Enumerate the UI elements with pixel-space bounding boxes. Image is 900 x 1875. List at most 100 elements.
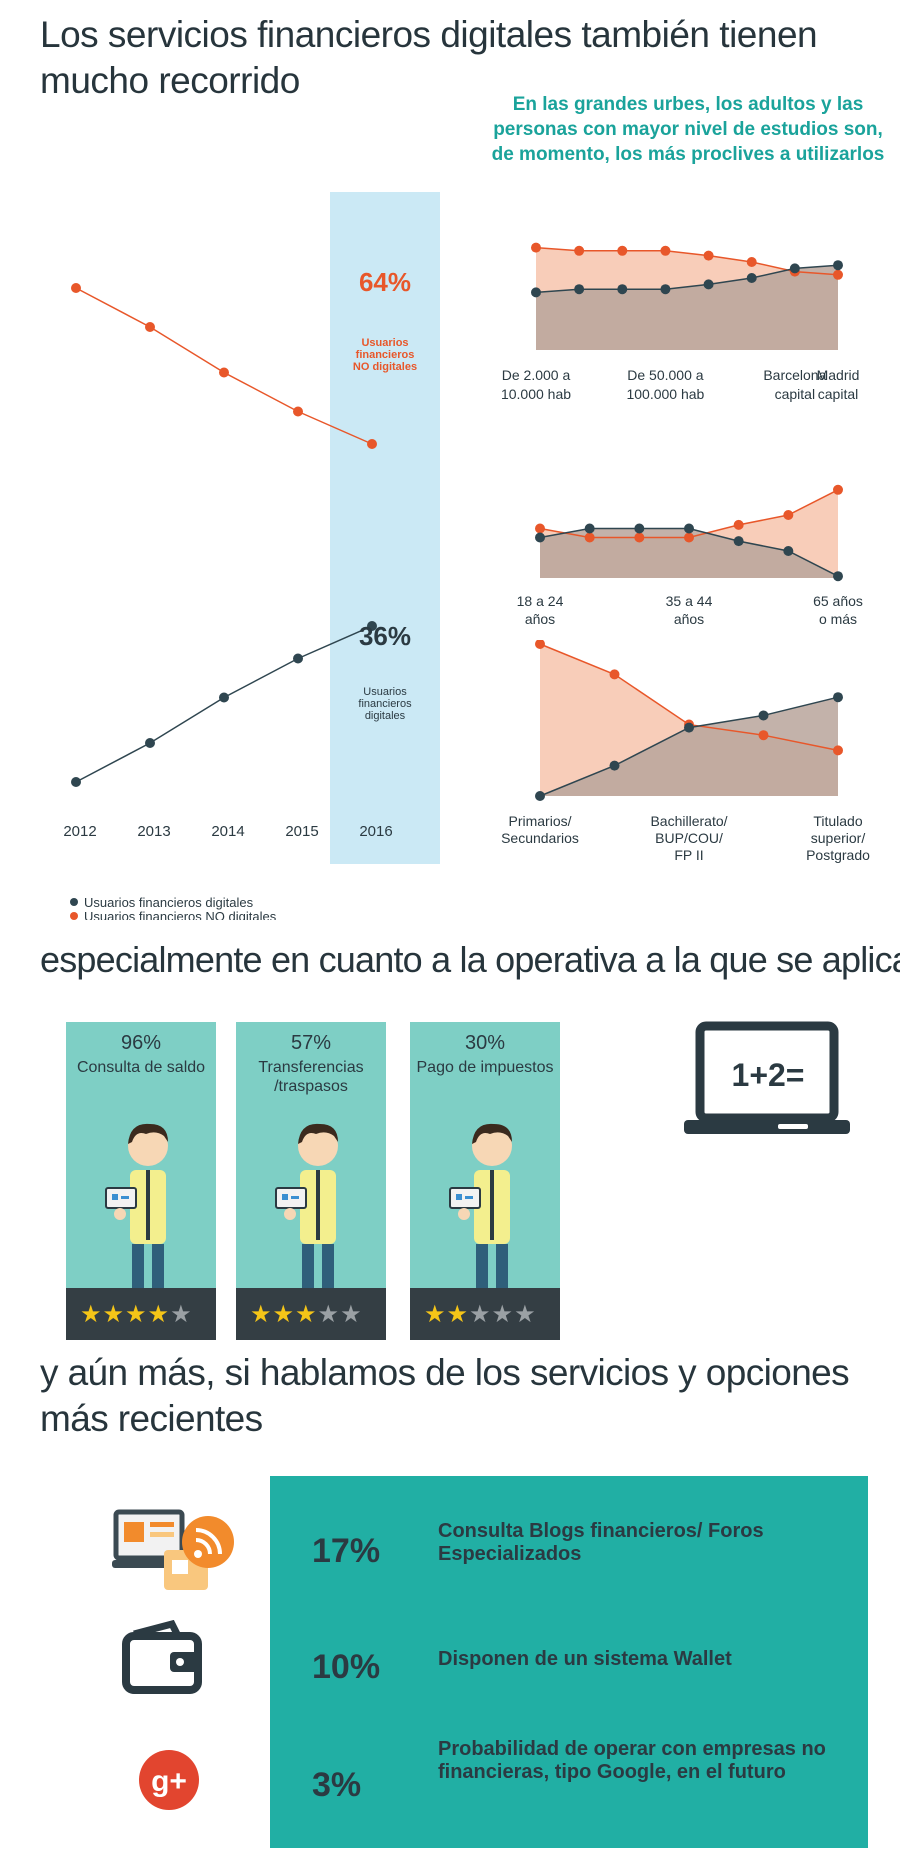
section3-title: y aún más, si hablamos de los servicios …	[40, 1352, 850, 1439]
x-tick-label: o más	[819, 611, 857, 627]
x-tick-label: años	[525, 611, 555, 627]
point-digital	[833, 260, 843, 271]
star-rating: ★★★★★	[80, 1300, 193, 1329]
rating-bar: ★★★★★	[236, 1288, 386, 1340]
x-tick-label: Secundarios	[501, 830, 579, 846]
page-title: Los servicios financieros digitales tamb…	[40, 14, 818, 101]
point-non-digital	[584, 532, 595, 543]
point-digital	[660, 284, 671, 295]
x-tick-label: Bachillerato/	[650, 813, 727, 829]
point-non-digital	[833, 745, 843, 756]
point-non-digital	[609, 669, 620, 680]
x-tick-label: 65 años	[813, 593, 863, 609]
stat-text: Disponen de un sistema Wallet	[438, 1648, 732, 1670]
star-filled-icon: ★	[80, 1301, 103, 1328]
x-tick-label: 2013	[137, 823, 170, 840]
point-digital	[617, 284, 628, 295]
x-tick-label: 10.000 hab	[501, 386, 571, 402]
card-percent: 57%	[290, 1032, 332, 1054]
star-rating: ★★★★★	[424, 1300, 537, 1329]
star-empty-icon: ★	[469, 1301, 492, 1328]
point-digital	[293, 653, 303, 664]
person-illustration	[105, 1123, 168, 1300]
point-non-digital	[783, 510, 794, 520]
point-non-digital	[71, 283, 81, 293]
point-non-digital	[574, 245, 585, 256]
point-non-digital	[833, 269, 843, 280]
stat-pct: 3%	[312, 1766, 362, 1804]
operation-card: 30% Pago de impuestos ★★★★★	[410, 1022, 560, 1340]
legend-marker	[70, 898, 78, 906]
highlight-band-2016	[330, 192, 440, 864]
star-empty-icon: ★	[170, 1301, 193, 1328]
x-tick-label: Titulado	[813, 813, 863, 829]
stat-pct: 17%	[312, 1532, 381, 1570]
star-filled-icon: ★	[250, 1301, 273, 1328]
legend-marker	[70, 912, 78, 920]
stat-text: Consulta Blogs financieros/ Foros Especi…	[438, 1520, 764, 1565]
series-line-non-digital	[75, 287, 373, 445]
point-digital	[609, 760, 620, 771]
star-filled-icon: ★	[295, 1301, 318, 1328]
star-empty-icon: ★	[491, 1301, 515, 1328]
point-digital	[535, 532, 545, 543]
point-non-digital	[758, 730, 769, 741]
point-digital	[746, 273, 757, 283]
point-non-digital	[367, 439, 377, 449]
point-non-digital	[535, 640, 545, 649]
point-digital	[833, 571, 843, 582]
laptop-text: 1+2=	[732, 1057, 805, 1093]
x-tick-label: 2014	[211, 823, 244, 840]
annotation-value-non-digital: 64%	[359, 267, 411, 297]
star-filled-icon: ★	[272, 1301, 296, 1328]
star-empty-icon: ★	[317, 1301, 341, 1328]
point-digital	[145, 738, 155, 748]
x-tick-label: 2016	[359, 823, 392, 840]
star-filled-icon: ★	[125, 1301, 148, 1328]
point-digital	[684, 722, 694, 733]
card-label: Transferencias /traspasos	[258, 1059, 364, 1095]
laptop-icon: 1+2=	[684, 1021, 850, 1134]
x-tick-label: 2015	[285, 823, 318, 840]
x-tick-label: De 2.000 a	[502, 367, 571, 383]
area-digital	[540, 697, 838, 796]
star-filled-icon: ★	[424, 1301, 447, 1328]
point-digital	[789, 263, 800, 274]
star-filled-icon: ★	[446, 1301, 470, 1328]
google-plus-icon: g+	[139, 1750, 199, 1810]
area-chart-age: 18 a 24 años 35 a 44 años 65 años o más	[517, 484, 863, 627]
star-empty-icon: ★	[340, 1301, 363, 1328]
x-tick-label: FP II	[674, 847, 703, 863]
x-tick-label: capital	[775, 386, 815, 402]
point-digital	[733, 536, 744, 547]
star-filled-icon: ★	[102, 1301, 126, 1328]
google-plus-label: g+	[151, 1765, 187, 1798]
stat-text: Probabilidad de operar con empresas no f…	[438, 1738, 826, 1783]
point-non-digital	[145, 322, 155, 332]
point-digital	[758, 710, 769, 721]
annotation-value-digital: 36%	[359, 621, 411, 651]
x-tick-label: Barcelona	[763, 367, 826, 383]
area-chart-city: De 2.000 a 10.000 hab De 50.000 a 100.000 h…	[501, 242, 859, 402]
rating-bar: ★★★★★	[410, 1288, 560, 1340]
point-non-digital	[733, 519, 744, 530]
point-non-digital	[684, 532, 694, 543]
point-non-digital	[634, 532, 645, 543]
x-tick-label: años	[674, 611, 704, 627]
area-digital	[536, 265, 838, 350]
point-digital	[219, 692, 229, 703]
point-digital	[367, 621, 377, 631]
point-digital	[703, 279, 714, 290]
line-digital	[535, 264, 839, 294]
card-percent: 96%	[120, 1032, 162, 1054]
point-non-digital	[746, 257, 757, 267]
point-digital	[574, 284, 585, 295]
area-digital	[540, 528, 838, 578]
point-non-digital	[660, 245, 671, 256]
point-digital	[684, 523, 694, 534]
point-non-digital	[833, 484, 843, 495]
annotation-label-digital: Usuarios	[363, 686, 407, 698]
point-non-digital	[703, 250, 714, 261]
x-tick-label: 100.000 hab	[626, 386, 704, 402]
subhead: En las grandes urbes, los adultos y las …	[491, 94, 885, 165]
